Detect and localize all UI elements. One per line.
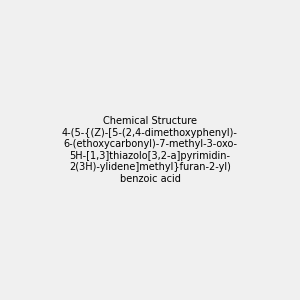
Text: Chemical Structure
4-(5-{(Z)-[5-(2,4-dimethoxyphenyl)-
6-(ethoxycarbonyl)-7-meth: Chemical Structure 4-(5-{(Z)-[5-(2,4-dim… xyxy=(62,116,238,184)
